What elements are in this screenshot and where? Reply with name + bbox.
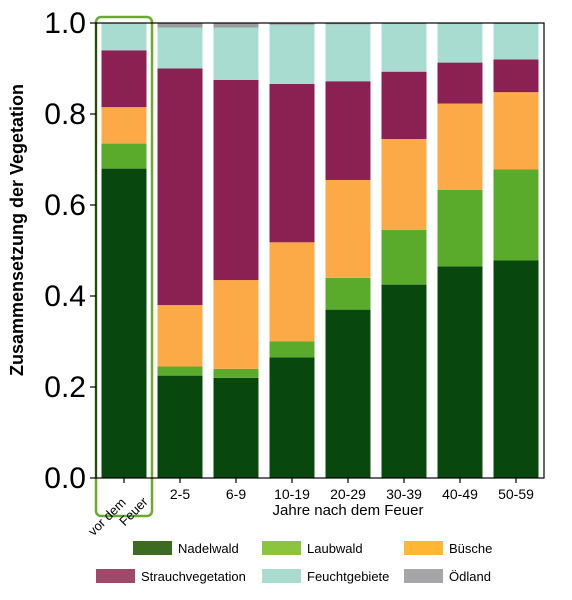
bar-segment-feuchtgebiete-7 [493,23,539,60]
plot-frame [95,22,545,479]
bar-segment-laubwald-2 [213,368,259,378]
legend-label-5: Ödland [449,569,491,584]
bar-segment-laubwald-1 [157,366,203,376]
bar-segment-laubwald-0 [101,143,147,169]
bar-segment-strauchvegetation-1 [157,68,203,306]
bar-segment-b-sche-6 [437,103,483,190]
bar-segment-laubwald-6 [437,189,483,267]
bar-segment-feuchtgebiete-2 [213,27,259,80]
bar-segment-nadelwald-5 [381,284,427,478]
legend-swatch-4 [262,569,301,583]
y-tick-label: 0.4 [44,280,86,313]
bar-segment-feuchtgebiete-6 [437,23,483,63]
legend-swatch-2 [404,541,443,555]
bar-segment-laubwald-4 [325,277,371,310]
bar-segment-b-sche-3 [269,242,315,342]
bar-segment-laubwald-5 [381,230,427,285]
bar-segment-strauchvegetation-6 [437,62,483,104]
x-tick-label: 40-49 [442,486,478,502]
bar-segment-nadelwald-6 [437,266,483,478]
legend-swatch-5 [404,569,443,583]
bar-segment-feuchtgebiete-3 [269,24,315,84]
bar-segment-strauchvegetation-7 [493,59,539,93]
y-tick-label: 1.0 [44,7,86,40]
bar-segment--dland-4 [325,23,371,25]
bar-segment-laubwald-7 [493,169,539,261]
y-tick-label: 0.2 [44,371,86,404]
bar-segment-nadelwald-3 [269,357,315,478]
bar-segment-feuchtgebiete-4 [325,24,371,82]
bar-segment-nadelwald-2 [213,377,259,478]
x-tick-label: 2-5 [170,486,190,502]
bar-segment-b-sche-0 [101,107,147,144]
bar-segment-b-sche-4 [325,179,371,278]
bar-segment-strauchvegetation-0 [101,50,147,108]
x-tick-label: 6-9 [226,486,246,502]
bar-segment-strauchvegetation-4 [325,81,371,180]
y-axis-label: Zusammensetzung der Vegetation [7,84,27,376]
y-tick-label: 0.8 [44,98,86,131]
bar-segment-nadelwald-7 [493,260,539,478]
bar-segment-b-sche-7 [493,92,539,170]
x-axis-label: Jahre nach dem Feuer [273,502,424,519]
bar-segment-b-sche-2 [213,280,259,369]
bar-segment-nadelwald-1 [157,375,203,478]
legend-label-2: Büsche [449,541,492,556]
bar-segment-strauchvegetation-3 [269,83,315,243]
bar-segment-strauchvegetation-2 [213,79,259,281]
legend-swatch-0 [133,541,172,555]
legend-swatch-1 [262,541,301,555]
legend-swatch-3 [96,569,135,583]
bar-segment-strauchvegetation-5 [381,71,427,140]
bar-segment-nadelwald-0 [101,168,147,478]
bar-segment--dland-3 [269,23,315,25]
bar-segment-b-sche-5 [381,139,427,231]
x-tick-label: 10-19 [274,486,310,502]
legend-label-3: Strauchvegetation [141,569,246,584]
bar-segment-b-sche-1 [157,305,203,367]
legend-label-0: Nadelwald [178,541,239,556]
bar-segment-feuchtgebiete-5 [381,23,427,72]
x-tick-label: 50-59 [498,486,534,502]
x-tick-label: 30-39 [386,486,422,502]
legend-label-4: Feuchtgebiete [307,569,389,584]
bar-segment-feuchtgebiete-1 [157,27,203,69]
y-tick-label: 0.0 [44,462,86,495]
y-tick-label: 0.6 [44,189,86,222]
legend-label-1: Laubwald [307,541,363,556]
bar-segment-laubwald-3 [269,341,315,358]
bar-segment--dland-1 [157,23,203,28]
bar-segment-feuchtgebiete-0 [101,23,147,51]
bar-segment-nadelwald-4 [325,309,371,478]
x-tick-label: 20-29 [330,486,366,502]
bar-segment--dland-2 [213,23,259,28]
